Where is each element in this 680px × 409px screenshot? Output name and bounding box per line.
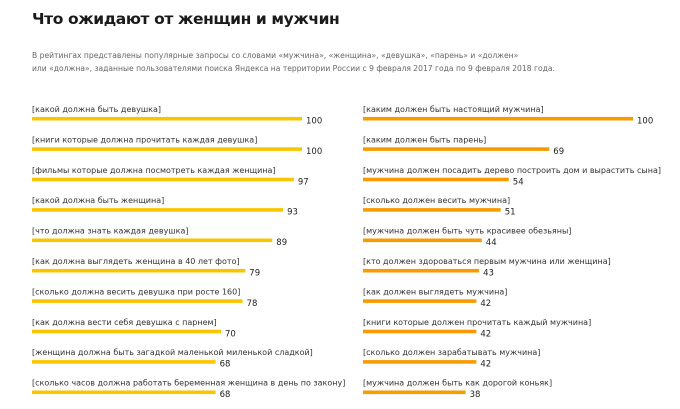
- women-bar: [32, 299, 243, 303]
- women-category-label: [как должна вести себя девушка с парнем]: [32, 318, 217, 327]
- men-category-label: [каким должен быть настоящий мужчина]: [363, 105, 544, 114]
- page-title: Что ожидают от женщин и мужчин: [32, 10, 340, 28]
- women-bar: [32, 268, 246, 273]
- subtitle-line-1: В рейтингах представлены популярные запр…: [32, 51, 519, 60]
- men-bar: [363, 177, 509, 182]
- men-bar: [363, 360, 477, 364]
- women-category-label: [какой должна быть девушка]: [32, 105, 161, 114]
- men-value-label: 42: [480, 299, 491, 309]
- women-bar: [32, 208, 284, 212]
- men-bar: [363, 147, 550, 151]
- women-category-label: [книги которые должна прочитать каждая д…: [32, 135, 257, 144]
- men-category-label: [каким должен быть парень]: [363, 135, 486, 144]
- women-chart: [какой должна быть девушка] 100 [книги кот…: [32, 105, 345, 400]
- women-value-label: 79: [249, 269, 260, 279]
- women-bar: [32, 116, 302, 121]
- men-value-label: 51: [505, 208, 516, 218]
- women-value-label: 68: [220, 390, 231, 400]
- women-category-label: [что должна знать каждая девушка]: [32, 227, 188, 236]
- women-bar: [32, 147, 302, 151]
- page-subtitle: В рейтингах представлены популярные запр…: [32, 49, 672, 75]
- men-value-label: 43: [483, 269, 494, 279]
- men-category-label: [как должен выглядеть мужчина]: [363, 287, 507, 296]
- men-category-label: [сколько должен зарабатывать мужчина]: [363, 348, 540, 357]
- men-category-label: [мужчина должен быть как дорогой коньяк]: [363, 379, 552, 388]
- women-category-label: [сколько часов должна работать беременна…: [32, 379, 345, 388]
- women-value-label: 70: [225, 329, 236, 339]
- women-value-label: 68: [220, 360, 231, 370]
- women-value-label: 100: [306, 117, 322, 127]
- men-chart: [каким должен быть настоящий мужчина] 100…: [363, 105, 661, 400]
- women-category-label: [какой должна быть женщина]: [32, 196, 164, 205]
- men-category-label: [мужчина должен посадить дерево построит…: [363, 166, 661, 175]
- women-category-label: [сколько должна весить девушка при росте…: [32, 287, 240, 296]
- men-bar: [363, 329, 477, 334]
- men-bar: [363, 299, 477, 303]
- subtitle-line-2: или «должна», заданные пользователями по…: [32, 64, 555, 73]
- men-value-label: 54: [513, 177, 524, 187]
- women-bar: [32, 360, 216, 364]
- men-bar: [363, 268, 480, 273]
- women-value-label: 97: [298, 177, 309, 187]
- women-category-label: [женщина должна быть загадкой маленькой …: [32, 348, 313, 357]
- men-value-label: 38: [470, 390, 481, 400]
- men-category-label: [сколько должен весить мужчина]: [363, 196, 510, 205]
- men-bar: [363, 116, 633, 121]
- women-bar: [32, 238, 273, 243]
- men-value-label: 100: [637, 117, 653, 127]
- women-category-label: [как должна выглядеть женщина в 40 лет ф…: [32, 257, 240, 266]
- women-bar: [32, 390, 216, 395]
- men-bar: [363, 390, 466, 395]
- women-value-label: 100: [306, 147, 322, 157]
- men-value-label: 69: [553, 147, 564, 157]
- women-category-label: [фильмы которые должна посмотреть каждая…: [32, 166, 276, 175]
- men-bar: [363, 208, 501, 212]
- men-value-label: 42: [480, 329, 491, 339]
- men-category-label: [кто должен здороваться первым мужчина и…: [363, 257, 611, 266]
- men-value-label: 44: [486, 238, 497, 248]
- men-bar: [363, 238, 482, 243]
- men-category-label: [мужчина должен быть чуть красивее обезь…: [363, 227, 571, 236]
- women-bar: [32, 177, 294, 182]
- women-value-label: 93: [287, 208, 298, 218]
- men-category-label: [книги которые должен прочитать каждый м…: [363, 318, 591, 327]
- women-value-label: 89: [276, 238, 287, 248]
- women-value-label: 78: [247, 299, 258, 309]
- men-value-label: 42: [480, 360, 491, 370]
- women-bar: [32, 329, 221, 334]
